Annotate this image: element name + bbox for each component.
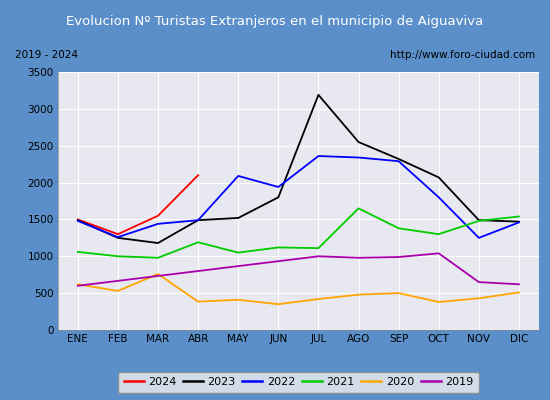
Legend: 2024, 2023, 2022, 2021, 2020, 2019: 2024, 2023, 2022, 2021, 2020, 2019 <box>118 372 479 393</box>
Text: 2019 - 2024: 2019 - 2024 <box>15 50 78 60</box>
Text: http://www.foro-ciudad.com: http://www.foro-ciudad.com <box>389 50 535 60</box>
Text: Evolucion Nº Turistas Extranjeros en el municipio de Aiguaviva: Evolucion Nº Turistas Extranjeros en el … <box>67 14 483 28</box>
